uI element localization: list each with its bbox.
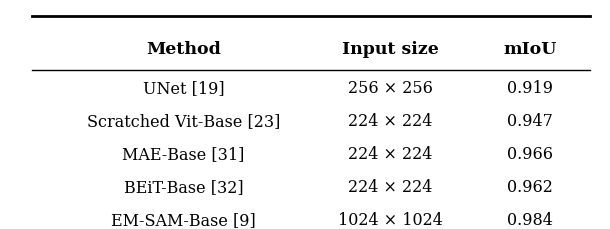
Text: 224 × 224: 224 × 224 [348,113,432,130]
Text: BEiT-Base [32]: BEiT-Base [32] [124,178,243,195]
Text: 224 × 224: 224 × 224 [348,178,432,195]
Text: 0.919: 0.919 [507,80,553,97]
Text: Input size: Input size [342,41,439,58]
Text: EM-SAM-Base [9]: EM-SAM-Base [9] [111,211,256,228]
Text: 256 × 256: 256 × 256 [348,80,432,97]
Text: 1024 × 1024: 1024 × 1024 [337,211,442,228]
Text: mIoU: mIoU [503,41,556,58]
Text: 224 × 224: 224 × 224 [348,145,432,162]
Text: MAE-Base [31]: MAE-Base [31] [123,145,245,162]
Text: Scratched Vit-Base [23]: Scratched Vit-Base [23] [87,113,280,130]
Text: Method: Method [146,41,221,58]
Text: UNet [19]: UNet [19] [143,80,224,97]
Text: 0.962: 0.962 [507,178,553,195]
Text: 0.947: 0.947 [507,113,553,130]
Text: 0.966: 0.966 [507,145,553,162]
Text: 0.984: 0.984 [507,211,553,228]
